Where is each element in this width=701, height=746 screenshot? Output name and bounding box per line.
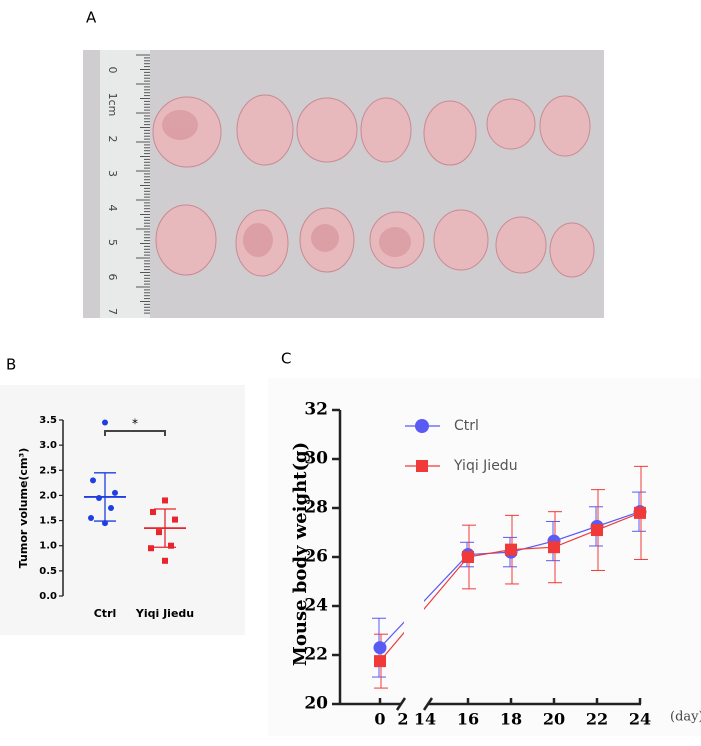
y-tick-label: 28: [304, 498, 328, 518]
data-point: [162, 557, 168, 564]
x-tick-label: 20: [543, 710, 565, 729]
data-point: [88, 515, 94, 522]
tumor-photo: [83, 50, 604, 318]
data-point: [156, 529, 162, 536]
legend-marker: [416, 460, 428, 472]
data-point: [102, 419, 108, 426]
legend-marker: [415, 419, 429, 433]
y-tick-label: 32: [304, 400, 328, 420]
y-tick-label: 22: [304, 645, 328, 665]
data-point: [505, 543, 517, 556]
break-gap: [404, 560, 424, 680]
series-line: [379, 511, 641, 649]
y-tick-label: 1.5: [39, 516, 57, 527]
y-tick-label: 2.5: [39, 465, 57, 476]
x-tick-label: Yiqi Jiedu: [135, 607, 194, 620]
data-point: [96, 494, 102, 501]
y-tick-label: 3.5: [39, 415, 57, 426]
x-axis-label: (day): [670, 710, 701, 725]
y-tick-label: 0.0: [39, 591, 57, 602]
y-tick-label: 24: [304, 596, 328, 616]
data-point: [172, 516, 178, 523]
legend-label: Yiqi Jiedu: [453, 458, 518, 474]
ruler-label: 5: [106, 239, 119, 246]
data-point: [148, 545, 154, 552]
legend-label: Ctrl: [454, 418, 479, 434]
data-point: [168, 542, 174, 549]
y-axis-label: Mouse body weight(g): [290, 442, 311, 666]
panel-label: B: [6, 356, 16, 374]
significance-bracket: [104, 430, 166, 436]
x-tick-label: 22: [586, 710, 608, 729]
series-line: [379, 512, 641, 662]
x-tick-label: Ctrl: [94, 607, 117, 620]
y-tick-label: 26: [304, 547, 328, 567]
x-tick-label: 2: [397, 710, 408, 729]
y-tick-label: 0.5: [39, 566, 57, 577]
y-tick-label: 2.0: [39, 490, 57, 501]
x-tick-label: 0: [374, 710, 385, 729]
data-point: [374, 655, 386, 668]
y-tick-label: 30: [304, 449, 328, 469]
ruler-label: 4: [106, 205, 119, 212]
data-point: [548, 541, 560, 554]
significance: *: [132, 417, 138, 431]
data-point: [373, 641, 387, 655]
y-tick-label: 3.0: [39, 440, 57, 451]
axis-break: [422, 697, 434, 711]
data-point: [108, 505, 114, 511]
ruler-label: 7: [106, 308, 119, 315]
axis-break: [395, 697, 407, 711]
x-tick-label: 18: [500, 710, 522, 729]
y-axis-label: Tumor volume(cm³): [17, 448, 30, 569]
data-point: [462, 551, 474, 563]
ruler-label: 6: [106, 274, 119, 281]
data-point: [162, 497, 168, 504]
data-point: [634, 506, 646, 519]
x-tick-label: 24: [629, 710, 651, 729]
data-point: [90, 477, 96, 484]
data-point: [591, 524, 603, 537]
ruler-label: 1cm: [106, 93, 119, 117]
data-point: [112, 489, 118, 496]
panel-background: [0, 385, 245, 635]
ruler-label: 2: [106, 136, 119, 143]
ruler-label: 3: [106, 170, 119, 177]
y-tick-label: 20: [304, 694, 328, 714]
x-tick-label: 14: [414, 710, 436, 729]
data-point: [150, 509, 156, 516]
y-tick-label: 1.0: [39, 541, 57, 552]
panel-label: A: [86, 9, 97, 27]
ruler-label: 0: [106, 67, 119, 74]
x-tick-label: 16: [457, 710, 479, 729]
panel-label: C: [281, 350, 291, 368]
